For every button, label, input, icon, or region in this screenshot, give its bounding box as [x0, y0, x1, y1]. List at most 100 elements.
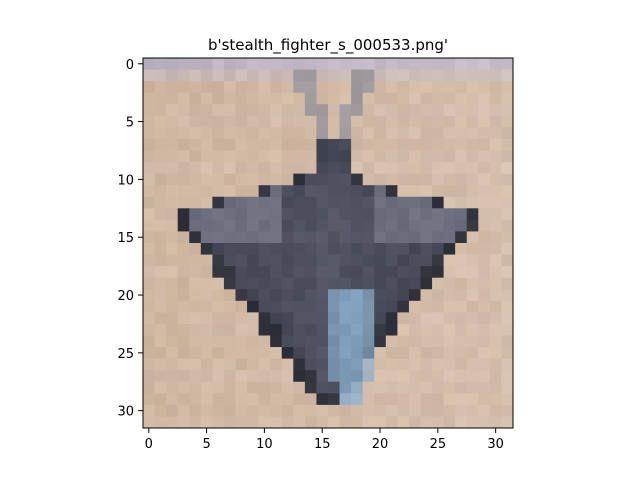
- image-pixel: [466, 162, 479, 175]
- image-pixel: [212, 58, 225, 70]
- image-pixel: [397, 416, 410, 429]
- image-pixel: [351, 231, 364, 244]
- image-pixel: [351, 347, 364, 360]
- image-pixel: [374, 127, 387, 140]
- image-pixel: [223, 289, 236, 302]
- image-pixel: [143, 277, 155, 290]
- image-pixel: [177, 173, 190, 186]
- image-pixel: [235, 127, 248, 140]
- image-pixel: [339, 266, 352, 279]
- image-pixel: [478, 162, 491, 175]
- image-pixel: [432, 277, 445, 290]
- image-pixel: [235, 58, 248, 70]
- image-pixel: [328, 289, 340, 302]
- image-pixel: [408, 404, 421, 417]
- image-pixel: [316, 231, 329, 244]
- image-pixel: [212, 323, 225, 336]
- image-pixel: [177, 196, 190, 209]
- image-pixel: [432, 404, 445, 417]
- image-pixel: [432, 243, 445, 255]
- image-pixel: [420, 69, 433, 82]
- image-pixel: [478, 173, 491, 186]
- image-pixel: [478, 196, 491, 209]
- image-pixel: [247, 289, 260, 302]
- image-pixel: [235, 81, 248, 94]
- image-pixel: [316, 370, 329, 383]
- image-pixel: [177, 92, 190, 105]
- image-pixel: [235, 92, 248, 105]
- image-pixel: [293, 266, 306, 279]
- image-pixel: [200, 266, 213, 279]
- image-pixel: [408, 312, 421, 325]
- image-pixel: [397, 323, 410, 336]
- image-pixel: [270, 219, 283, 232]
- image-pixel: [443, 289, 456, 302]
- image-pixel: [455, 393, 468, 406]
- image-pixel: [304, 266, 317, 279]
- image-pixel: [432, 173, 445, 186]
- image-pixel: [328, 127, 340, 140]
- image-pixel: [443, 312, 456, 325]
- image-pixel: [501, 347, 514, 360]
- image-pixel: [397, 312, 410, 325]
- image-pixel: [339, 104, 352, 117]
- image-pixel: [374, 173, 387, 186]
- image-pixel: [166, 104, 179, 117]
- image-pixel: [501, 69, 514, 82]
- image-pixel: [270, 173, 283, 186]
- image-pixel: [501, 312, 514, 325]
- image-pixel: [223, 370, 236, 383]
- image-pixel: [374, 289, 387, 302]
- image-pixel: [235, 300, 248, 313]
- image-pixel: [293, 370, 306, 383]
- image-pixel: [270, 370, 283, 383]
- image-pixel: [443, 185, 456, 198]
- image-pixel: [351, 69, 364, 82]
- image-pixel: [420, 185, 433, 198]
- image-pixel: [362, 219, 375, 232]
- image-pixel: [339, 335, 352, 348]
- image-pixel: [420, 416, 433, 429]
- image-pixel: [200, 243, 213, 255]
- image-pixel: [420, 150, 433, 163]
- image-pixel: [223, 243, 236, 255]
- image-pixel: [304, 173, 317, 186]
- image-pixel: [385, 277, 398, 290]
- image-pixel: [362, 300, 375, 313]
- image-pixel: [408, 416, 421, 429]
- image-pixel: [455, 58, 468, 70]
- image-pixel: [223, 300, 236, 313]
- image-pixel: [293, 58, 306, 70]
- image-pixel: [328, 173, 340, 186]
- image-pixel: [143, 347, 155, 360]
- image-pixel: [408, 323, 421, 336]
- image-pixel: [177, 231, 190, 244]
- image-pixel: [362, 231, 375, 244]
- image-pixel: [270, 196, 283, 209]
- image-pixel: [420, 92, 433, 105]
- image-pixel: [328, 81, 340, 94]
- image-pixel: [489, 370, 502, 383]
- image-pixel: [362, 196, 375, 209]
- image-pixel: [223, 208, 236, 221]
- image-pixel: [466, 208, 479, 221]
- image-pixel: [420, 370, 433, 383]
- image-pixel: [258, 231, 271, 244]
- image-pixel: [223, 81, 236, 94]
- image-pixel: [466, 312, 479, 325]
- image-pixel: [177, 162, 190, 175]
- image-pixel: [397, 277, 410, 290]
- image-pixel: [189, 404, 202, 417]
- image-pixel: [466, 231, 479, 244]
- image-pixel: [189, 254, 202, 267]
- image-pixel: [281, 254, 294, 267]
- image-pixel: [328, 381, 340, 394]
- image-pixel: [408, 358, 421, 371]
- image-pixel: [316, 358, 329, 371]
- image-pixel: [501, 358, 514, 371]
- image-pixel: [281, 289, 294, 302]
- image-pixel: [397, 347, 410, 360]
- image-pixel: [374, 81, 387, 94]
- image-pixel: [258, 277, 271, 290]
